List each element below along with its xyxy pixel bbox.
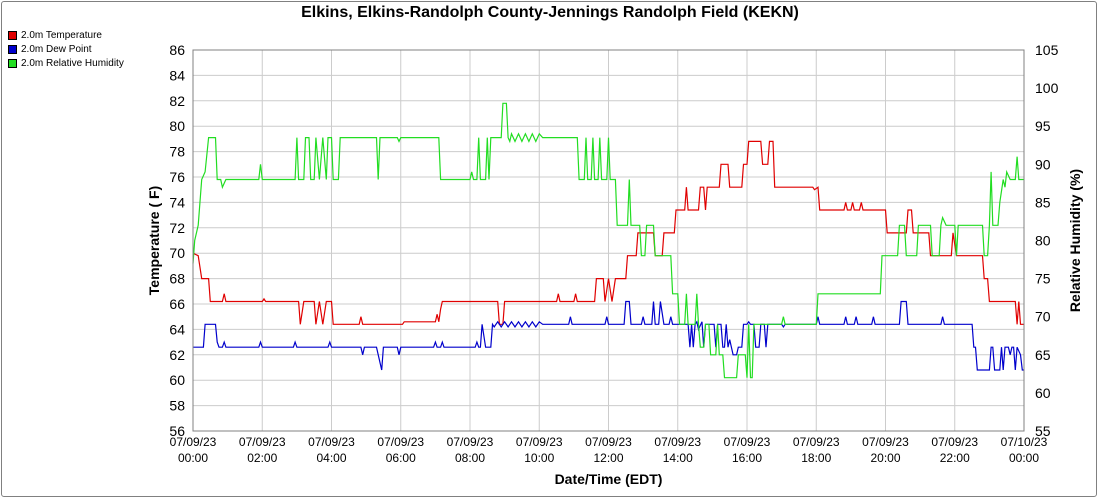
x-tick-time: 22:00 <box>940 451 970 465</box>
x-tick-time: 02:00 <box>247 451 277 465</box>
series-line-2-0m-dew-point <box>193 300 1024 371</box>
legend-label-temperature: 2.0m Temperature <box>21 29 102 41</box>
y-tick-label: 56 <box>169 423 185 439</box>
x-tick-time: 14:00 <box>663 451 693 465</box>
y-tick-label: 84 <box>169 67 185 83</box>
y2-tick-label: 100 <box>1035 80 1059 96</box>
x-tick-date: 07/09/23 <box>724 435 771 449</box>
x-tick-date: 07/09/23 <box>793 435 840 449</box>
y-tick-label: 78 <box>169 144 185 160</box>
y-tick-label: 72 <box>169 220 185 236</box>
y-tick-label: 62 <box>169 347 185 363</box>
x-tick-date: 07/09/23 <box>931 435 978 449</box>
x-tick-date: 07/09/23 <box>585 435 632 449</box>
y-tick-label: 60 <box>169 372 185 388</box>
x-tick-date: 07/09/23 <box>170 435 217 449</box>
x-tick-time: 18:00 <box>801 451 831 465</box>
y2-tick-label: 65 <box>1035 347 1051 363</box>
y-tick-label: 64 <box>169 321 185 337</box>
series-line-2-0m-relative-humidity <box>192 102 1024 379</box>
y2-tick-label: 70 <box>1035 309 1051 325</box>
y-tick-label: 74 <box>169 194 185 210</box>
legend-item-temperature: 2.0m Temperature <box>8 28 124 42</box>
tick-layer: 56 58 60 62 64 66 68 70 72 74 76 78 80 82 84 86 55 60 65 70… <box>169 42 1058 465</box>
x-tick-time: 04:00 <box>316 451 346 465</box>
legend-swatch-relative-humidity <box>8 58 17 68</box>
y-tick-label: 68 <box>169 271 185 287</box>
y2-tick-label: 90 <box>1035 156 1051 172</box>
x-tick-time: 16:00 <box>732 451 762 465</box>
series-layer <box>192 102 1024 379</box>
y2-tick-label: 80 <box>1035 233 1051 249</box>
y-axis-label: Temperature ( F) <box>146 186 162 295</box>
grid-layer <box>192 49 1025 432</box>
y-tick-label: 66 <box>169 296 185 312</box>
legend-label-relative-humidity: 2.0m Relative Humidity <box>21 57 124 69</box>
y-tick-label: 58 <box>169 398 185 414</box>
x-tick-time: 00:00 <box>178 451 208 465</box>
legend-swatch-dew-point <box>8 44 17 54</box>
y-tick-label: 86 <box>169 42 185 58</box>
y2-tick-label: 95 <box>1035 118 1051 134</box>
legend: 2.0m Temperature 2.0m Dew Point 2.0m Rel… <box>8 28 124 70</box>
plot-area <box>192 49 1025 432</box>
x-tick-date: 07/10/23 <box>1001 435 1048 449</box>
x-tick-date: 07/09/23 <box>862 435 909 449</box>
x-axis-label: Date/Time (EDT) <box>555 471 663 487</box>
x-tick-time: 10:00 <box>524 451 554 465</box>
x-tick-date: 07/09/23 <box>516 435 563 449</box>
chart-title: Elkins, Elkins-Randolph County-Jennings … <box>301 4 799 21</box>
x-tick-date: 07/09/23 <box>308 435 355 449</box>
x-tick-date: 07/09/23 <box>654 435 701 449</box>
x-tick-date: 07/09/23 <box>447 435 494 449</box>
x-tick-time: 06:00 <box>386 451 416 465</box>
y2-tick-label: 60 <box>1035 385 1051 401</box>
y-tick-label: 80 <box>169 118 185 134</box>
y2-tick-label: 75 <box>1035 271 1051 287</box>
x-tick-time: 20:00 <box>870 451 900 465</box>
y-tick-label: 76 <box>169 169 185 185</box>
y2-axis-label: Relative Humidity (%) <box>1067 169 1083 312</box>
legend-label-dew-point: 2.0m Dew Point <box>21 43 92 55</box>
x-tick-time: 00:00 <box>1009 451 1039 465</box>
y2-tick-label: 55 <box>1035 423 1051 439</box>
x-tick-time: 08:00 <box>455 451 485 465</box>
y-tick-label: 70 <box>169 245 185 261</box>
x-tick-time: 12:00 <box>593 451 623 465</box>
x-tick-date: 07/09/23 <box>239 435 286 449</box>
y2-tick-label: 105 <box>1035 42 1059 58</box>
x-tick-date: 07/09/23 <box>377 435 424 449</box>
legend-swatch-temperature <box>8 30 17 40</box>
y-tick-label: 82 <box>169 93 185 109</box>
y2-tick-label: 85 <box>1035 194 1051 210</box>
legend-item-relative-humidity: 2.0m Relative Humidity <box>8 56 124 70</box>
legend-item-dew-point: 2.0m Dew Point <box>8 42 124 56</box>
series-line-2-0m-temperature <box>192 140 1024 325</box>
